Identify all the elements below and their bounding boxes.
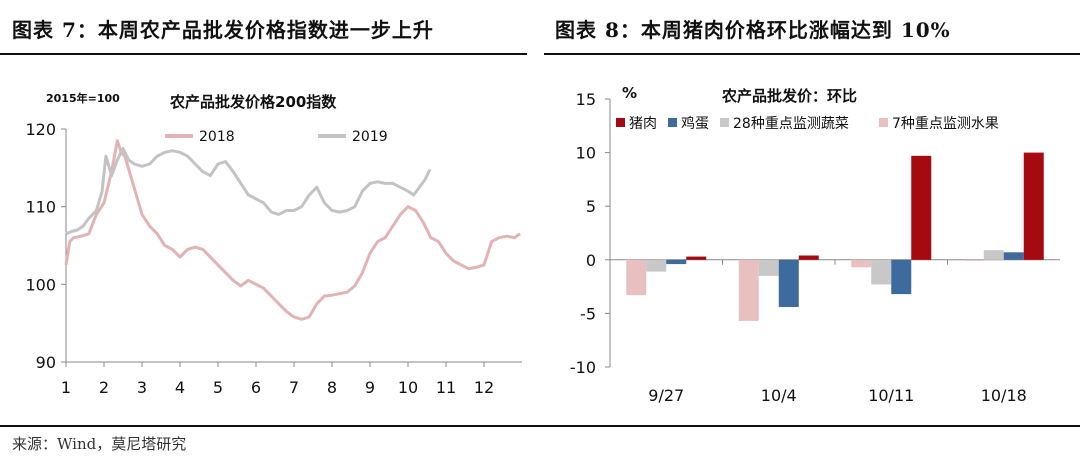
legend-label: 2018 (199, 129, 235, 145)
x-tick-label: 2 (99, 378, 109, 397)
bar-猪肉 (911, 155, 932, 260)
category-label: 10/11 (868, 386, 914, 405)
x-tick-label: 1 (61, 378, 71, 397)
legend-label: 鸡蛋 (681, 115, 709, 132)
bar-28种重点监测蔬菜 (646, 259, 667, 272)
y-tick-label: 0 (586, 251, 596, 270)
right-chart-title: 图表 8：本周猪肉价格环比涨幅达到 10% (555, 18, 951, 42)
source-note: 来源：Wind，莫尼塔研究 (12, 435, 187, 453)
base-note: 2015年=100 (46, 91, 120, 105)
bar-chart: % 农产品批发价：环比 -10 -5 0 5 10 15 9/27 10/4 10/11 10/1… (570, 84, 1060, 405)
bar-7种重点监测水果 (738, 259, 759, 321)
y-tick-label: -5 (580, 304, 596, 323)
bar-chart-unit: % (622, 84, 637, 102)
x-tick-label: 6 (251, 378, 261, 397)
bar-7种重点监测水果 (851, 259, 872, 268)
x-tick-label: 11 (436, 378, 456, 397)
bar-chart-bars (626, 152, 1044, 321)
x-tick-label: 5 (213, 378, 223, 397)
footer-rule (0, 425, 1080, 427)
category-label: 10/18 (981, 386, 1027, 405)
x-tick-label: 3 (137, 378, 147, 397)
bar-chart-legend: 猪肉 鸡蛋 28种重点监测蔬菜 7种重点监测水果 (616, 115, 999, 132)
bar-28种重点监测蔬菜 (758, 259, 779, 276)
series-line-2019 (65, 146, 432, 236)
bar-28种重点监测蔬菜 (871, 259, 892, 285)
x-tick-label: 10 (398, 378, 418, 397)
legend-swatch (879, 118, 888, 127)
bar-鸡蛋 (778, 259, 799, 307)
bar-chart-axes: -10 -5 0 5 10 15 9/27 10/4 10/11 10/18 (570, 90, 1060, 405)
line-chart-series (64, 139, 521, 321)
bar-猪肉 (798, 255, 819, 260)
bar-鸡蛋 (891, 259, 912, 295)
legend-swatch (720, 118, 729, 127)
bar-猪肉 (1023, 152, 1044, 260)
y-tick-label: 10 (576, 144, 596, 163)
left-title-rule (0, 53, 527, 55)
bar-鸡蛋 (666, 259, 687, 265)
legend-label: 28种重点监测蔬菜 (733, 116, 849, 132)
left-chart-title: 图表 7：本周农产品批发价格指数进一步上升 (12, 18, 434, 42)
series-line-2018 (64, 139, 521, 321)
bar-28种重点监测蔬菜 (983, 250, 1004, 260)
bar-猪肉 (686, 256, 707, 260)
legend-swatch (668, 118, 677, 127)
y-tick-label: 120 (25, 120, 56, 139)
x-tick-label: 12 (474, 378, 494, 397)
legend-label: 猪肉 (629, 116, 657, 132)
x-tick-label: 9 (365, 378, 375, 397)
y-tick-label: 90 (36, 353, 56, 372)
line-chart-legend: 2018 2019 (165, 129, 388, 145)
legend-swatch (616, 118, 625, 127)
right-title-rule (544, 53, 1080, 55)
bar-7种重点监测水果 (963, 259, 984, 261)
y-tick-label: 100 (25, 275, 56, 294)
x-tick-label: 8 (327, 378, 337, 397)
y-tick-label: 15 (576, 90, 596, 109)
bar-chart-title: 农产品批发价：环比 (721, 87, 857, 105)
bar-7种重点监测水果 (626, 259, 647, 296)
bar-鸡蛋 (1003, 252, 1024, 260)
line-chart-title: 农产品批发价格200指数 (169, 93, 337, 111)
y-tick-label: 5 (586, 197, 596, 216)
legend-label: 2019 (352, 129, 388, 145)
x-tick-label: 7 (289, 378, 299, 397)
x-tick-label: 4 (175, 378, 185, 397)
y-tick-label: 110 (25, 198, 56, 217)
y-tick-label: -10 (570, 358, 596, 377)
legend-label: 7种重点监测水果 (892, 116, 999, 132)
category-label: 10/4 (761, 386, 797, 405)
category-label: 9/27 (648, 386, 684, 405)
